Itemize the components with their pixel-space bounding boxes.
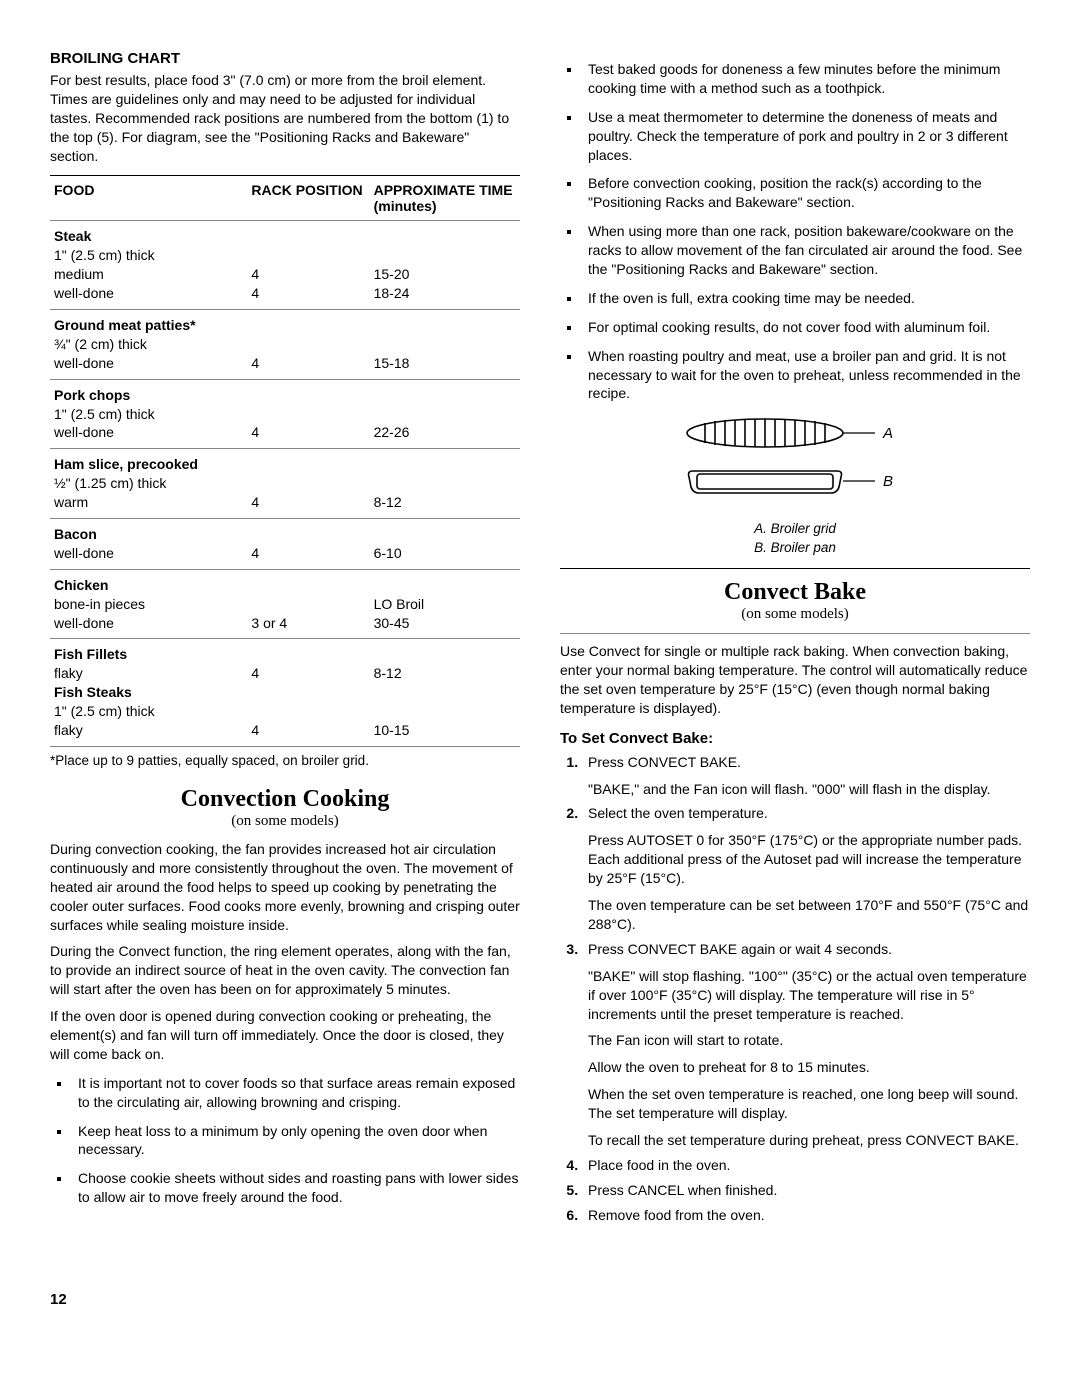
list-item: If the oven is full, extra cooking time … xyxy=(582,289,1030,308)
table-cell-food: Fish FilletsflakyFish Steaks1" (2.5 cm) … xyxy=(50,639,247,746)
table-cell-rack: 4 xyxy=(247,519,369,570)
broiling-chart-title: BROILING CHART xyxy=(50,50,520,67)
table-cell-time: 15-2018-24 xyxy=(370,221,520,310)
col-time: APPROXIMATE TIME (minutes) xyxy=(370,176,520,221)
step-detail: The Fan icon will start to rotate. xyxy=(588,1031,1030,1050)
set-convect-bake-title: To Set Convect Bake: xyxy=(560,730,1030,747)
step-detail: To recall the set temperature during pre… xyxy=(588,1131,1030,1150)
broiling-intro: For best results, place food 3" (7.0 cm)… xyxy=(50,71,520,165)
table-cell-time: 22-26 xyxy=(370,379,520,449)
conv-p2: During the Convect function, the ring el… xyxy=(50,942,520,999)
table-cell-rack: 4 xyxy=(247,310,369,380)
table-cell-rack: 4 xyxy=(247,449,369,519)
broiler-diagram: A B A. Broiler grid B. Broiler pan xyxy=(560,413,1030,558)
bake-steps: Press CONVECT BAKE."BAKE," and the Fan i… xyxy=(560,753,1030,1225)
conv-p1: During convection cooking, the fan provi… xyxy=(50,840,520,934)
table-cell-rack: 44 xyxy=(247,221,369,310)
broiling-footnote: *Place up to 9 patties, equally spaced, … xyxy=(50,753,520,768)
list-item: Use a meat thermometer to determine the … xyxy=(582,108,1030,165)
table-cell-food: Pork chops1" (2.5 cm) thickwell-done xyxy=(50,379,247,449)
table-cell-food: Steak1" (2.5 cm) thickmediumwell-done xyxy=(50,221,247,310)
step-item: Press CONVECT BAKE again or wait 4 secon… xyxy=(582,940,1030,1150)
bake-intro: Use Convect for single or multiple rack … xyxy=(560,642,1030,718)
convection-title: Convection Cooking xyxy=(50,786,520,813)
step-item: Select the oven temperature.Press AUTOSE… xyxy=(582,804,1030,933)
step-detail: Press AUTOSET 0 for 350°F (175°C) or the… xyxy=(588,831,1030,888)
list-item: Choose cookie sheets without sides and r… xyxy=(72,1169,520,1207)
conv-p3: If the oven door is opened during convec… xyxy=(50,1007,520,1064)
step-item: Place food in the oven. xyxy=(582,1156,1030,1175)
table-cell-rack: 4 xyxy=(247,379,369,449)
step-detail: "BAKE," and the Fan icon will flash. "00… xyxy=(588,780,1030,799)
list-item: Keep heat loss to a minimum by only open… xyxy=(72,1122,520,1160)
list-item: It is important not to cover foods so th… xyxy=(72,1074,520,1112)
step-detail: Allow the oven to preheat for 8 to 15 mi… xyxy=(588,1058,1030,1077)
table-cell-food: Ground meat patties*¾" (2 cm) thickwell-… xyxy=(50,310,247,380)
step-item: Press CONVECT BAKE."BAKE," and the Fan i… xyxy=(582,753,1030,799)
convect-bake-title: Convect Bake xyxy=(560,579,1030,606)
table-cell-time: 6-10 xyxy=(370,519,520,570)
col-food: FOOD xyxy=(50,176,247,221)
diag-caption-b: B. Broiler pan xyxy=(754,540,836,555)
list-item: When using more than one rack, position … xyxy=(582,222,1030,279)
table-cell-time: 15-18 xyxy=(370,310,520,380)
table-cell-time: 8-12 xyxy=(370,449,520,519)
convect-bake-sub: (on some models) xyxy=(560,606,1030,623)
col-rack: RACK POSITION xyxy=(247,176,369,221)
diag-b-label: B xyxy=(883,473,893,490)
table-cell-rack: 4 4 xyxy=(247,639,369,746)
step-detail: The oven temperature can be set between … xyxy=(588,896,1030,934)
table-cell-food: Baconwell-done xyxy=(50,519,247,570)
conv-bullets-left: It is important not to cover foods so th… xyxy=(50,1074,520,1207)
list-item: Before convection cooking, position the … xyxy=(582,174,1030,212)
step-item: Remove food from the oven. xyxy=(582,1206,1030,1225)
step-detail: "BAKE" will stop flashing. "100°" (35°C)… xyxy=(588,967,1030,1024)
conv-bullets-right: Test baked goods for doneness a few minu… xyxy=(560,60,1030,403)
step-detail: When the set oven temperature is reached… xyxy=(588,1085,1030,1123)
table-cell-food: Ham slice, precooked½" (1.25 cm) thickwa… xyxy=(50,449,247,519)
diag-caption-a: A. Broiler grid xyxy=(754,521,836,536)
step-item: Press CANCEL when finished. xyxy=(582,1181,1030,1200)
list-item: Test baked goods for doneness a few minu… xyxy=(582,60,1030,98)
list-item: When roasting poultry and meat, use a br… xyxy=(582,347,1030,404)
table-cell-time: LO Broil30-45 xyxy=(370,569,520,639)
table-cell-food: Chickenbone-in pieceswell-done xyxy=(50,569,247,639)
diag-a-label: A xyxy=(882,425,893,442)
page-number: 12 xyxy=(50,1291,1030,1308)
list-item: For optimal cooking results, do not cove… xyxy=(582,318,1030,337)
table-cell-rack: 3 or 4 xyxy=(247,569,369,639)
table-cell-time: 8-12 10-15 xyxy=(370,639,520,746)
broiling-table: FOOD RACK POSITION APPROXIMATE TIME (min… xyxy=(50,175,520,746)
convection-sub: (on some models) xyxy=(50,813,520,830)
